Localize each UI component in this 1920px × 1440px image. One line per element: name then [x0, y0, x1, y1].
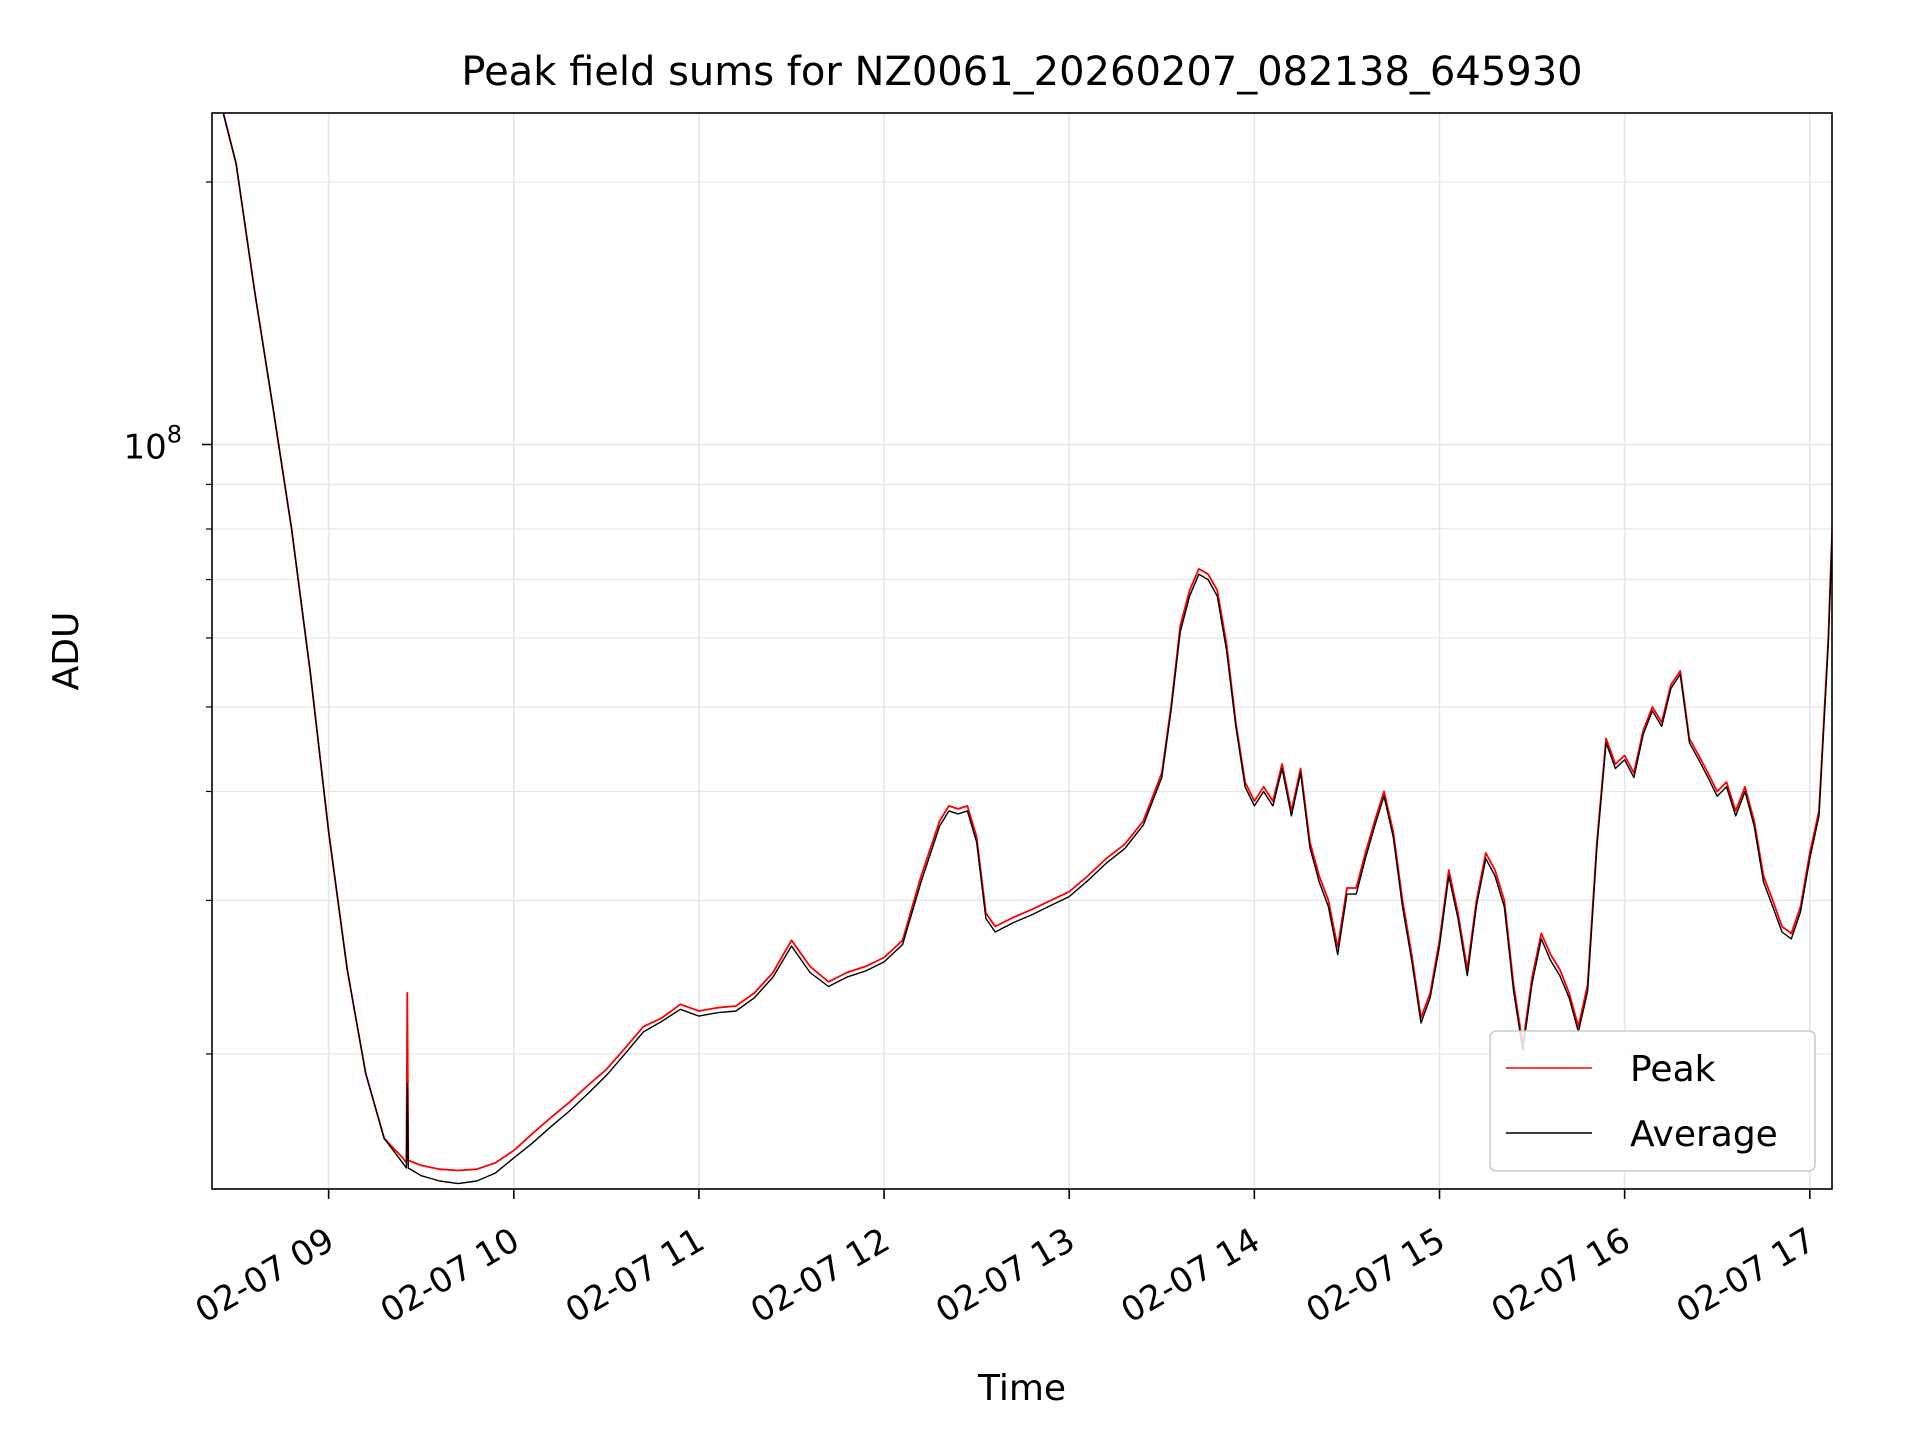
- legend-peak-label: Peak: [1630, 1049, 1716, 1090]
- y-major-tick-label: 108: [123, 421, 182, 468]
- chart-title: Peak field sums for NZ0061_20260207_0821…: [461, 49, 1582, 95]
- series-layer: [222, 113, 1832, 1185]
- legend-box: [1489, 1030, 1816, 1172]
- legend: Peak Average: [1489, 1030, 1816, 1172]
- x-axis-label: Time: [977, 1368, 1066, 1409]
- series-line-average: [222, 113, 1832, 1185]
- y-axis-label: ADU: [46, 612, 87, 691]
- y-tick-exponent: 8: [167, 421, 182, 449]
- plot-frame: [211, 112, 1833, 1190]
- y-tick-base: 10: [123, 428, 166, 468]
- legend-average-label: Average: [1630, 1114, 1778, 1155]
- grid: [212, 113, 1832, 1189]
